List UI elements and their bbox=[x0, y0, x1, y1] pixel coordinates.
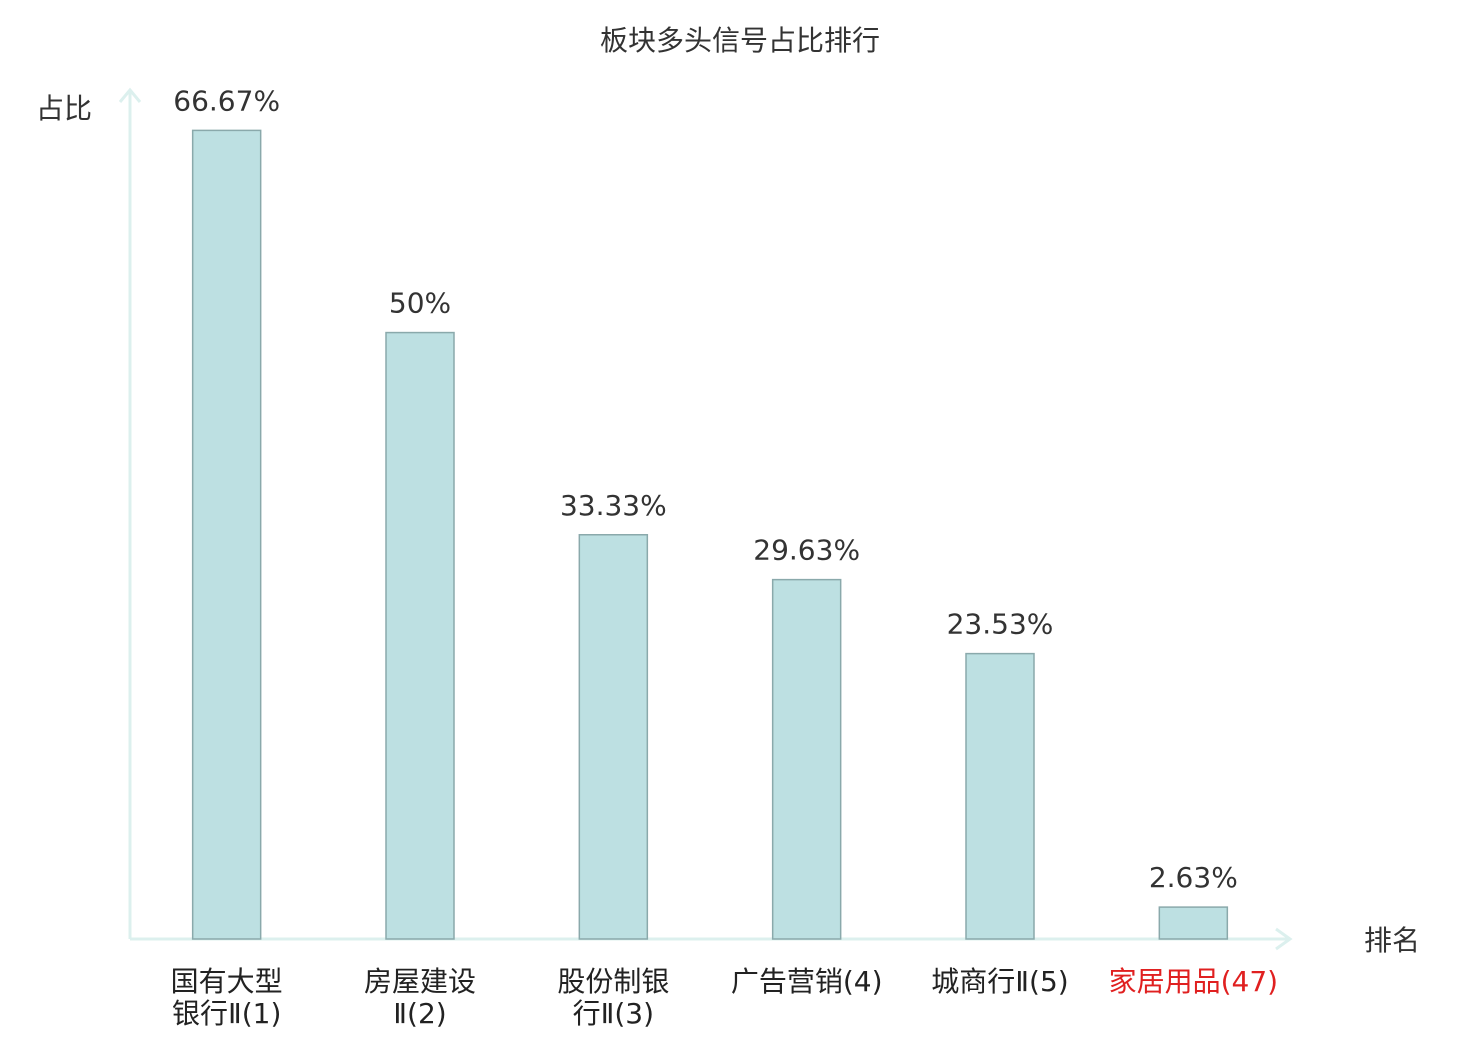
x-tick-label: 行Ⅱ(3) bbox=[573, 997, 654, 1030]
x-axis-label: 排名 bbox=[1364, 924, 1420, 957]
y-axis-label: 占比 bbox=[36, 92, 92, 125]
value-label: 50% bbox=[389, 287, 451, 320]
x-tick-label: 国有大型 bbox=[171, 965, 283, 998]
chart-title: 板块多头信号占比排行 bbox=[600, 24, 880, 57]
bar bbox=[385, 331, 455, 940]
x-tick-label: 城商行Ⅱ(5) bbox=[931, 965, 1068, 998]
x-tick-label: 房屋建设 bbox=[364, 965, 476, 998]
value-label: 66.67% bbox=[173, 84, 280, 117]
bar bbox=[578, 534, 649, 940]
bar bbox=[965, 652, 1035, 940]
x-tick-label: 广告营销(4) bbox=[731, 965, 883, 998]
x-tick-label: 股份制银 bbox=[557, 965, 669, 998]
value-label: 2.63% bbox=[1149, 861, 1238, 894]
axes bbox=[118, 87, 1293, 951]
x-tick-label: 银行Ⅱ(1) bbox=[172, 997, 281, 1030]
bar bbox=[771, 578, 842, 940]
x-tick-label: Ⅱ(2) bbox=[393, 997, 446, 1030]
y-axis-arrow bbox=[118, 87, 142, 103]
x-axis-arrow bbox=[1275, 927, 1293, 951]
bar bbox=[1158, 906, 1229, 940]
value-label: 33.33% bbox=[560, 489, 667, 522]
value-label: 29.63% bbox=[753, 534, 860, 567]
bar bbox=[191, 129, 262, 940]
value-label: 23.53% bbox=[947, 608, 1054, 641]
x-tick-label: 家居用品(47) bbox=[1109, 965, 1278, 998]
